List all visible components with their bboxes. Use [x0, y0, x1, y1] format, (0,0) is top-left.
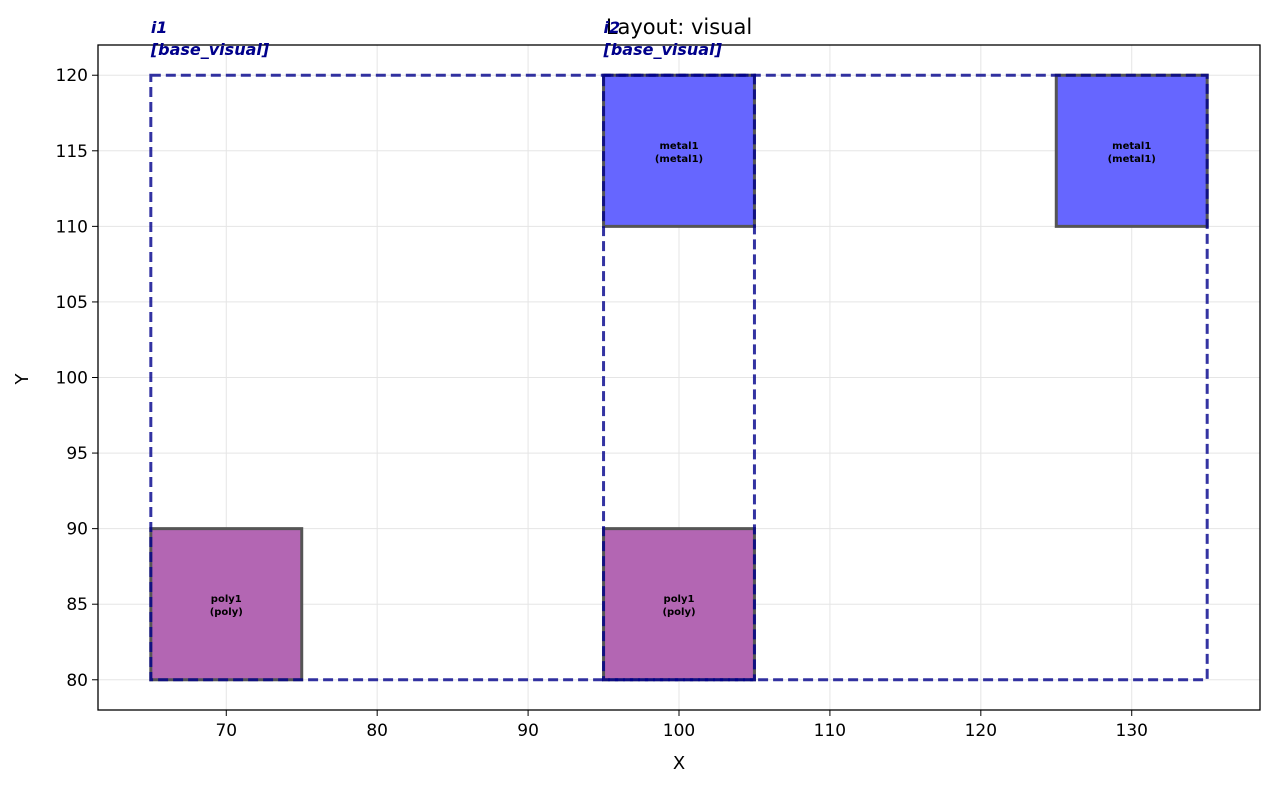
shape-name-label: metal1 [1112, 141, 1151, 152]
y-tick-label: 80 [66, 671, 88, 691]
x-tick-label: 70 [215, 721, 237, 741]
instance-cell-label: [base_visual] [603, 40, 723, 59]
shape-layer-label: (poly) [662, 607, 695, 618]
layout-rect-poly [602, 527, 756, 682]
x-tick-label: 110 [814, 721, 846, 741]
chart-title: Layout: visual [606, 15, 752, 39]
x-tick-label: 90 [517, 721, 539, 741]
x-axis-label: X [673, 753, 685, 774]
x-tick-label: 80 [366, 721, 388, 741]
shape-layer-label: (poly) [210, 607, 243, 618]
layout-rect-metal1 [1054, 73, 1209, 228]
x-tick-label: 130 [1116, 721, 1148, 741]
y-tick-label: 100 [56, 369, 88, 389]
instance-labels: i1 [base_visual] i2 [base_visual] [150, 18, 723, 59]
shape-name-label: metal1 [659, 141, 698, 152]
instance-outlines [149, 73, 1209, 682]
instance-name-label: i2 [604, 18, 621, 37]
shape-name-label: poly1 [664, 594, 695, 605]
x-tick-label: 100 [663, 721, 695, 741]
instance-name-label: i1 [151, 18, 168, 37]
shape-name-label: poly1 [211, 594, 242, 605]
y-tick-label: 85 [66, 595, 88, 615]
axis-ticks: 70 80 90 100 110 120 130 80 85 90 95 100 105 110 115 12… [56, 66, 1148, 741]
y-tick-label: 90 [66, 520, 88, 540]
shape-layer-label: (metal1) [655, 154, 703, 165]
y-tick-label: 95 [66, 444, 88, 464]
layout-rect-poly [149, 527, 304, 682]
y-tick-label: 105 [56, 293, 88, 313]
y-tick-label: 110 [56, 217, 88, 237]
shape-layer-label: (metal1) [1108, 154, 1156, 165]
instance-cell-label: [base_visual] [150, 40, 270, 59]
y-axis-label: Y [12, 373, 33, 386]
y-tick-label: 120 [56, 66, 88, 86]
y-tick-label: 115 [56, 142, 88, 162]
instance-outline-i2 [602, 73, 756, 682]
x-tick-label: 120 [965, 721, 997, 741]
